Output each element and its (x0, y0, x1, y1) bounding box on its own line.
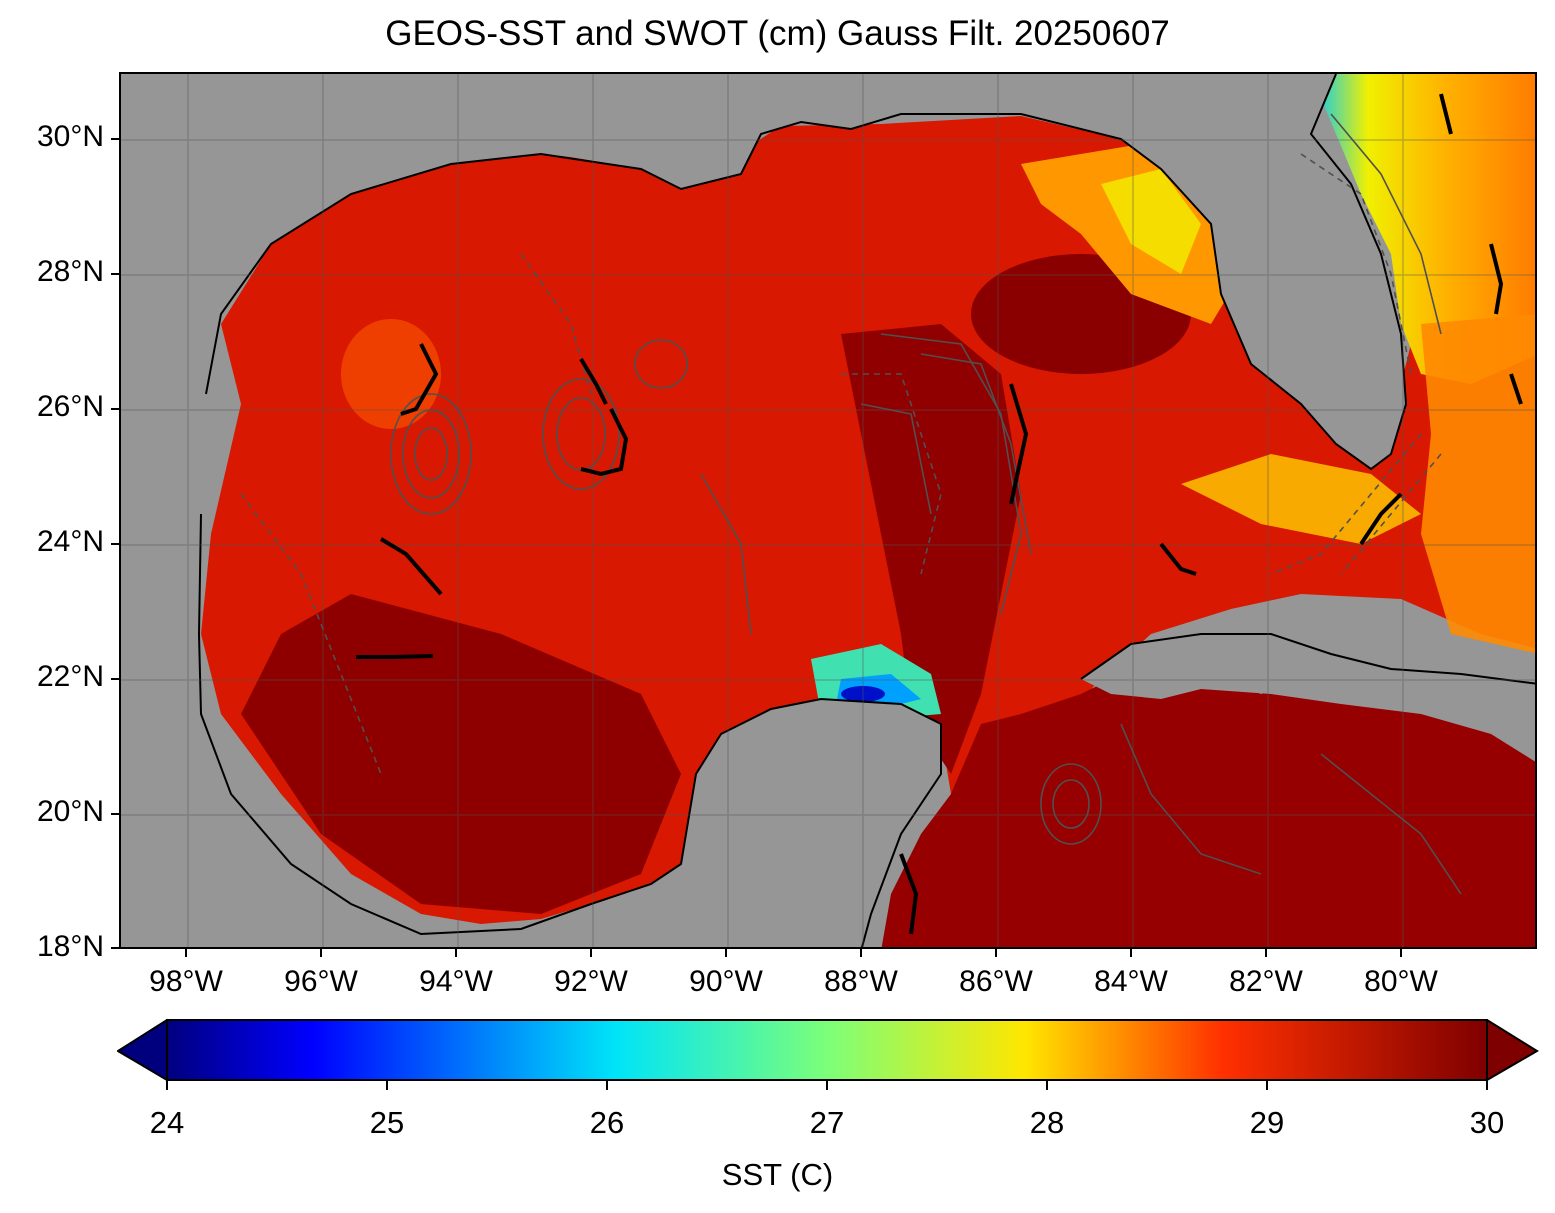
lon-label-84w: 84°W (1094, 965, 1168, 998)
colorbar-label: SST (C) (721, 1157, 834, 1192)
colorbar-tick-27: 27 (809, 1105, 845, 1140)
lat-tick (111, 813, 119, 815)
lat-tick (111, 947, 119, 949)
colorbar-extend-low (117, 1019, 168, 1082)
lat-label-20n: 20°N (36, 795, 104, 828)
lat-tick (111, 543, 119, 545)
ssh-contours (240, 113, 1462, 895)
colorbar-tick-28: 28 (1029, 1105, 1065, 1140)
lon-tick (185, 949, 187, 957)
lon-label-96w: 96°W (284, 965, 358, 998)
lat-tick (111, 678, 119, 680)
lon-tick (1400, 949, 1402, 957)
lon-label-82w: 82°W (1229, 965, 1303, 998)
caribbean-sea (881, 664, 1535, 947)
graticule (121, 74, 1535, 947)
lon-tick (725, 949, 727, 957)
lon-tick (995, 949, 997, 957)
lat-label-18n: 18°N (36, 930, 104, 963)
colorbar-gradient (166, 1019, 1488, 1081)
lat-tick (111, 408, 119, 410)
zero-contours (356, 93, 1523, 935)
lon-label-90w: 90°W (689, 965, 763, 998)
sst-map (121, 74, 1535, 947)
us-land (121, 74, 1406, 634)
colorbar-tick-26: 26 (589, 1105, 625, 1140)
lon-tick (320, 949, 322, 957)
colorbar-tick-29: 29 (1249, 1105, 1285, 1140)
lon-tick (1265, 949, 1267, 957)
lat-label-30n: 30°N (36, 120, 104, 153)
sst-colorbar (117, 1019, 1539, 1090)
colorbar-extend-high (1486, 1019, 1539, 1082)
lat-label-24n: 24°N (36, 525, 104, 558)
lon-label-98w: 98°W (149, 965, 223, 998)
lon-tick (860, 949, 862, 957)
lat-label-26n: 26°N (36, 390, 104, 423)
lon-label-92w: 92°W (554, 965, 628, 998)
lon-tick (1130, 949, 1132, 957)
lat-tick (111, 273, 119, 275)
lon-tick (455, 949, 457, 957)
figure-title: GEOS-SST and SWOT (cm) Gauss Filt. 20250… (385, 14, 1170, 53)
colorbar-tick-24: 24 (149, 1105, 185, 1140)
cool-eddy-west (341, 319, 441, 429)
lat-label-22n: 22°N (36, 660, 104, 693)
lon-label-88w: 88°W (824, 965, 898, 998)
lat-label-28n: 28°N (36, 255, 104, 288)
lon-label-94w: 94°W (419, 965, 493, 998)
map-panel (119, 72, 1537, 949)
gulf-warm-core (241, 594, 681, 914)
shelf-yellow-patch (1101, 169, 1201, 274)
lon-label-86w: 86°W (959, 965, 1033, 998)
colorbar-tick-25: 25 (369, 1105, 405, 1140)
lat-tick (111, 138, 119, 140)
lon-tick (590, 949, 592, 957)
mexico-land (121, 634, 941, 947)
coastline (205, 74, 1408, 471)
lon-label-80w: 80°W (1364, 965, 1438, 998)
loop-current (841, 324, 1021, 774)
cuba-land (1081, 634, 1535, 762)
keys-yellow-patch (1181, 454, 1421, 544)
atlantic-gulfstream (1311, 74, 1535, 384)
colorbar-tick-30: 30 (1469, 1105, 1505, 1140)
cold-core (841, 686, 885, 702)
